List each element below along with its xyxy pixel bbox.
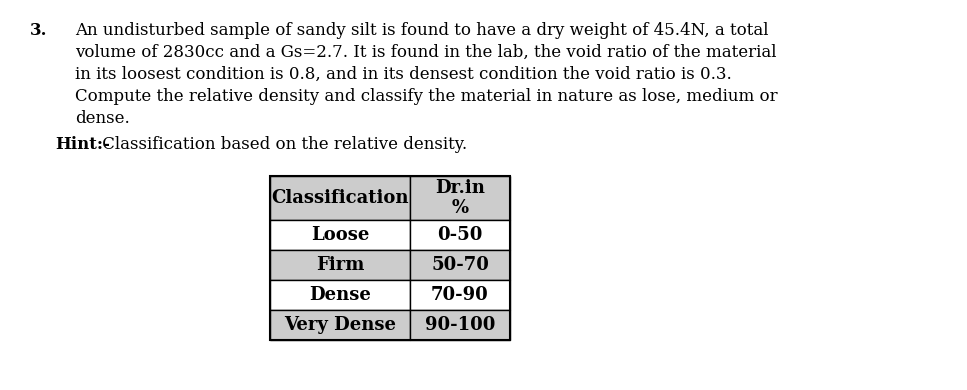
Text: Loose: Loose (310, 226, 369, 244)
Text: Classification based on the relative density.: Classification based on the relative den… (97, 136, 467, 153)
Text: Hint:-: Hint:- (55, 136, 110, 153)
Bar (270, 280, 410, 310)
Bar (410, 176, 510, 220)
Text: Dense: Dense (309, 286, 371, 304)
Bar (410, 310, 510, 340)
Text: in its loosest condition is 0.8, and in its densest condition the void ratio is : in its loosest condition is 0.8, and in … (75, 66, 732, 83)
Text: Compute the relative density and classify the material in nature as lose, medium: Compute the relative density and classif… (75, 88, 777, 105)
Text: 0-50: 0-50 (437, 226, 483, 244)
Text: dense.: dense. (75, 110, 130, 127)
Text: Classification: Classification (272, 189, 409, 207)
Text: 70-90: 70-90 (431, 286, 489, 304)
Bar (410, 280, 510, 310)
Bar (270, 310, 410, 340)
Bar (270, 176, 510, 340)
Text: 3.: 3. (30, 22, 47, 39)
Text: volume of 2830cc and a Gs=2.7. It is found in the lab, the void ratio of the mat: volume of 2830cc and a Gs=2.7. It is fou… (75, 44, 777, 61)
Bar (270, 176, 410, 220)
Bar (410, 220, 510, 250)
Bar (270, 250, 410, 280)
Text: Firm: Firm (316, 256, 365, 274)
Text: 90-100: 90-100 (425, 316, 495, 334)
Bar (270, 220, 410, 250)
Text: 50-70: 50-70 (431, 256, 489, 274)
Bar (410, 250, 510, 280)
Text: An undisturbed sample of sandy silt is found to have a dry weight of 45.4N, a to: An undisturbed sample of sandy silt is f… (75, 22, 769, 39)
Text: Dr.in
%: Dr.in % (435, 179, 484, 217)
Text: Very Dense: Very Dense (284, 316, 396, 334)
